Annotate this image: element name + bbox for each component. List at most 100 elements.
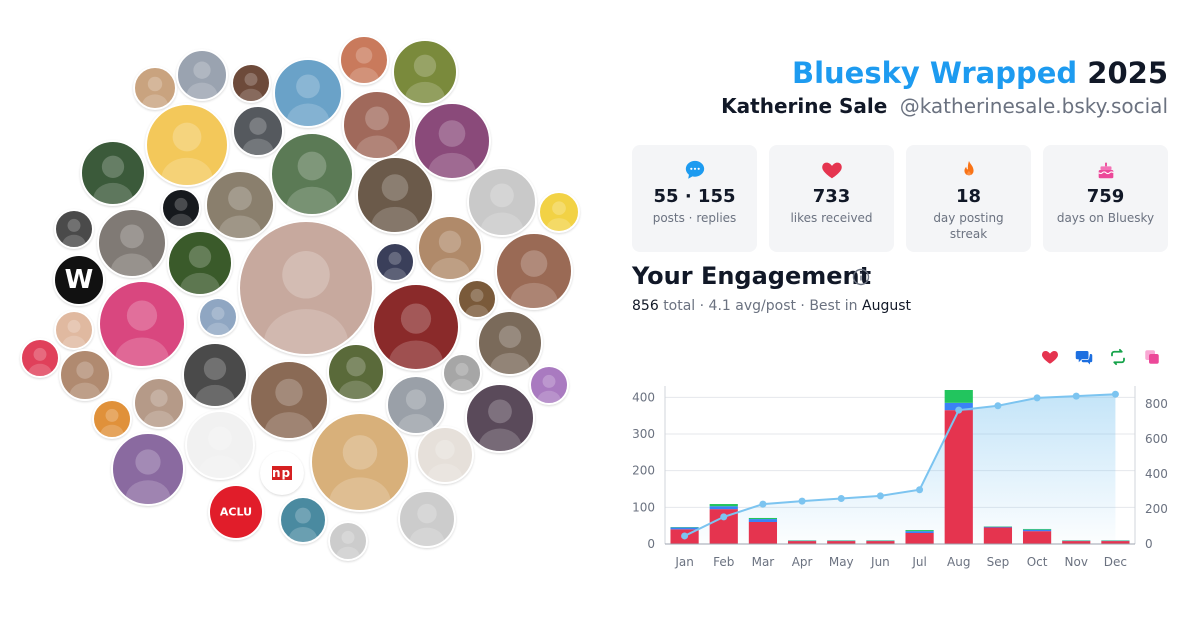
avatar[interactable] <box>442 353 482 393</box>
avatar[interactable] <box>310 412 410 512</box>
avatar[interactable] <box>339 35 389 85</box>
avatar[interactable] <box>279 496 327 544</box>
avatar-person-silhouette <box>239 72 263 101</box>
avatar[interactable] <box>161 188 201 228</box>
avatar[interactable] <box>176 49 228 101</box>
avatar[interactable] <box>467 167 537 237</box>
avatar[interactable] <box>386 375 446 435</box>
quotes-legend-copy-icon[interactable] <box>1143 348 1161 366</box>
avatar[interactable] <box>392 39 458 105</box>
avatar[interactable] <box>20 338 60 378</box>
avatar[interactable] <box>529 365 569 405</box>
avatar[interactable] <box>145 103 229 187</box>
avatar-person-silhouette <box>264 378 314 438</box>
avatar[interactable] <box>342 90 412 160</box>
avatar-person-silhouette <box>180 245 220 294</box>
avatar-person-silhouette <box>62 319 86 348</box>
engagement-total-word: total <box>663 298 696 314</box>
avatar[interactable] <box>270 132 354 216</box>
avatar[interactable] <box>205 170 275 240</box>
avatar[interactable] <box>538 191 580 233</box>
avatar-person-silhouette <box>478 399 522 451</box>
avatar[interactable] <box>457 279 497 319</box>
cumulative-area <box>684 394 1116 544</box>
avatar[interactable] <box>231 63 271 103</box>
streak-value: 18 <box>955 186 982 207</box>
avatar[interactable] <box>273 58 343 128</box>
cumulative-point <box>994 402 1002 410</box>
avatar[interactable] <box>111 432 185 506</box>
avatar-person-silhouette <box>198 426 242 478</box>
avatar[interactable] <box>495 232 573 310</box>
avatar[interactable] <box>238 220 374 356</box>
avatar-person-silhouette <box>480 183 524 235</box>
x-tick-label: Jul <box>911 555 926 569</box>
info-icon[interactable] <box>852 268 870 286</box>
avatar[interactable] <box>327 343 385 401</box>
avatar[interactable]: W <box>53 254 105 306</box>
avatar[interactable] <box>59 349 111 401</box>
avatar[interactable] <box>54 310 94 350</box>
heart-icon <box>821 162 842 179</box>
avatar[interactable] <box>97 208 167 278</box>
avatar[interactable] <box>416 426 474 484</box>
avatar-logo-text: W <box>64 265 94 295</box>
avatar[interactable] <box>372 283 460 371</box>
engagement-average: · 4.1 avg/post · Best in <box>699 298 858 314</box>
engagement-best-month: August <box>862 298 911 314</box>
avatar[interactable] <box>477 310 543 376</box>
avatar[interactable]: npr <box>260 451 304 495</box>
avatar[interactable] <box>356 156 434 234</box>
avatar[interactable] <box>54 209 94 249</box>
avatar[interactable] <box>185 410 255 480</box>
stat-card-likes: 733 likes received <box>769 145 894 252</box>
reposts-legend-repost-icon[interactable] <box>1109 348 1127 366</box>
avatar[interactable] <box>249 360 329 440</box>
avatar-person-silhouette <box>206 306 230 335</box>
avatar-person-silhouette <box>389 303 443 369</box>
avatar[interactable] <box>413 102 491 180</box>
cumulative-point <box>1111 390 1119 398</box>
avatar-person-silhouette <box>288 507 318 542</box>
avatar[interactable] <box>133 377 185 429</box>
avatar[interactable] <box>198 297 238 337</box>
avatar[interactable] <box>182 342 248 408</box>
y-right-tick-label: 800 <box>1145 397 1168 411</box>
avatar[interactable] <box>375 242 415 282</box>
x-tick-label: Aug <box>947 555 970 569</box>
bar-replies-jul <box>905 531 934 533</box>
avatar[interactable] <box>398 490 456 548</box>
likes-legend-heart-icon[interactable] <box>1041 348 1059 366</box>
stat-card-streak: 18 day posting streak <box>906 145 1031 252</box>
cumulative-point <box>720 513 728 521</box>
avatar-person-silhouette <box>242 117 274 155</box>
posts-replies-label: posts · replies <box>652 211 737 225</box>
likes-received-value: 733 <box>812 186 851 207</box>
avatar[interactable] <box>92 399 132 439</box>
bar-likes-oct <box>1022 531 1052 544</box>
avatar[interactable] <box>328 521 368 561</box>
avatar[interactable] <box>80 140 146 206</box>
avatar-person-silhouette <box>69 361 101 399</box>
avatar-person-silhouette <box>405 54 445 103</box>
avatar-person-silhouette <box>355 106 399 158</box>
replies-legend-chat-icon[interactable] <box>1075 348 1093 366</box>
avatar-person-silhouette <box>450 362 474 391</box>
avatar-person-silhouette <box>218 186 262 238</box>
avatar-person-silhouette <box>263 251 349 354</box>
avatar[interactable]: ACLU <box>208 484 264 540</box>
avatar[interactable] <box>417 215 483 281</box>
avatar-person-silhouette <box>28 347 52 376</box>
avatar-person-silhouette <box>338 356 374 399</box>
avatar[interactable] <box>133 66 177 110</box>
cumulative-point <box>1033 394 1041 402</box>
bar-likes-mar <box>748 522 778 544</box>
bar-likes-sep <box>983 527 1013 544</box>
avatar[interactable] <box>465 383 535 453</box>
bar-replies-aug <box>944 402 973 411</box>
y-right-tick-label: 400 <box>1145 467 1168 481</box>
avatar[interactable] <box>167 230 233 296</box>
avatar[interactable] <box>98 280 186 368</box>
avatar[interactable] <box>232 105 284 157</box>
bar-likes-dec <box>1101 541 1130 544</box>
